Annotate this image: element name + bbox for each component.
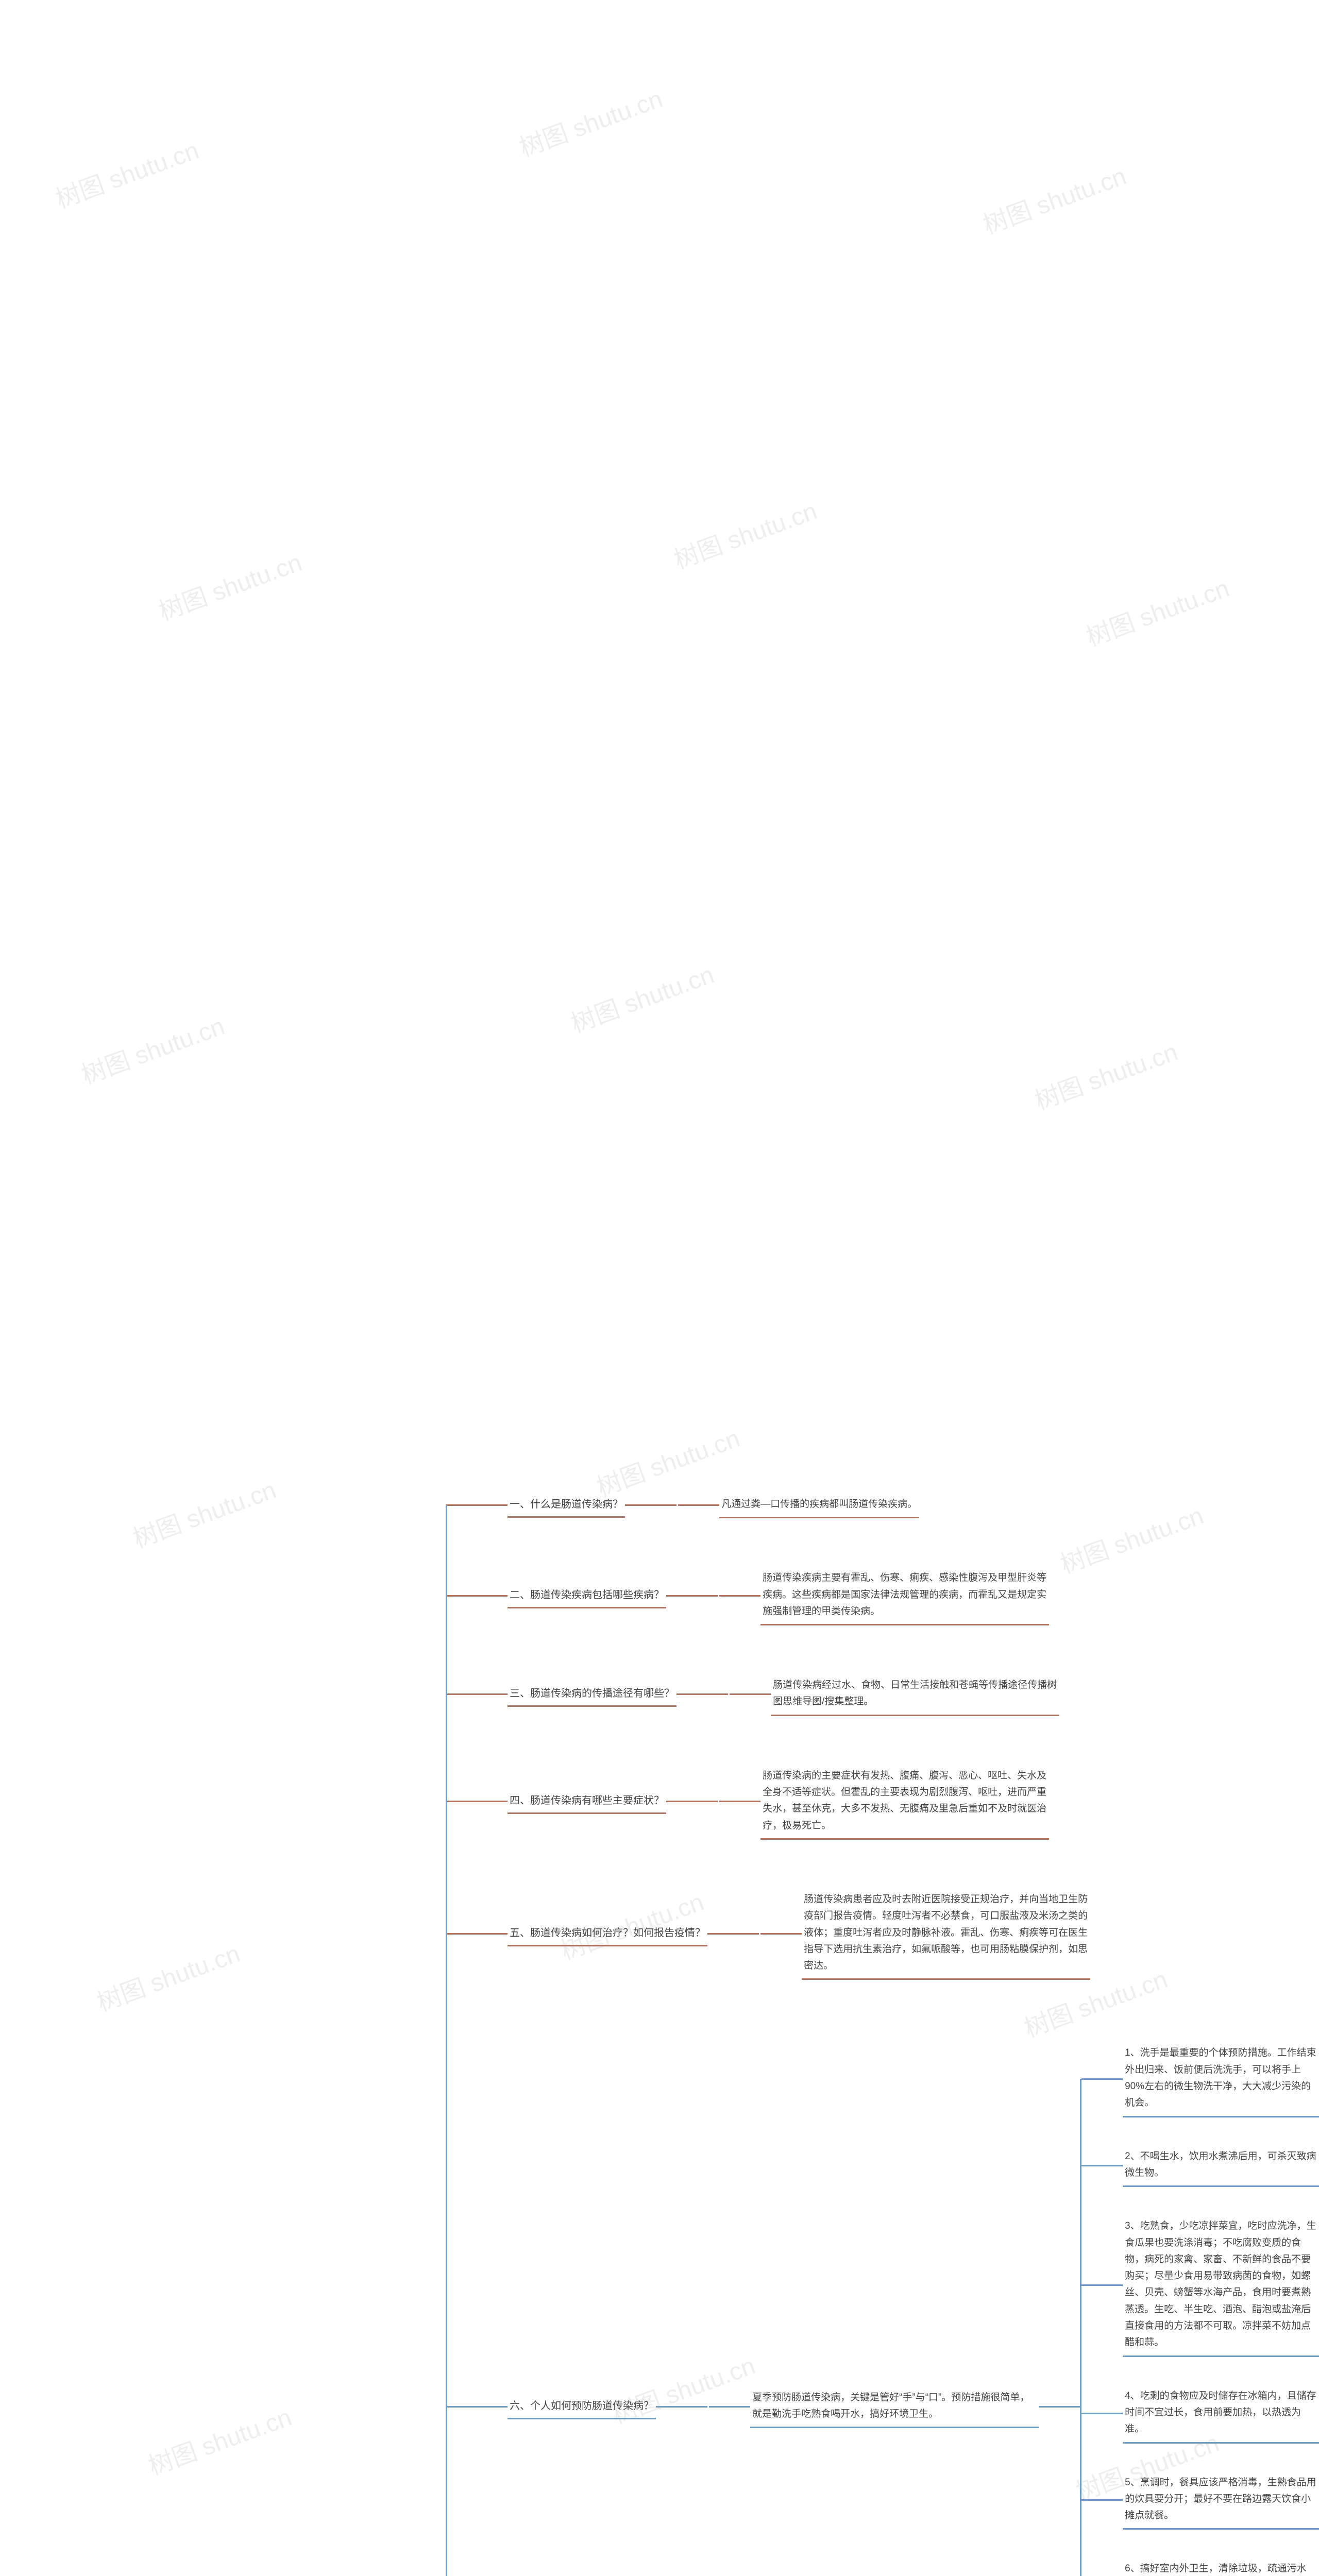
connector xyxy=(1081,2499,1123,2501)
branch-node[interactable]: 二、肠道传染疾病包括哪些疾病？ xyxy=(508,1583,666,1608)
leaf-row: 肠道传染病患者应及时去附近医院接受正规治疗，并向当地卫生防疫部门报告疫情。轻度吐… xyxy=(760,1887,1090,1980)
branch-children: 凡通过粪—口传播的疾病都叫肠道传染疾病。 xyxy=(677,1478,919,1533)
leaf-row: 肠道传染疾病主要有霍乱、伤寒、痢疾、感染性腹泻及甲型肝炎等疾病。这些疾病都是国家… xyxy=(719,1566,1049,1625)
connector xyxy=(1081,2078,1123,2080)
sub-leaf-row: 2、不喝生水，饮用水煮沸后用，可杀灭致病微生物。 xyxy=(1081,2144,1319,2188)
mindmap-root-container: 肠道传染病防治知识 肠道传染病防治知识· 一、什么是肠道传染病？凡通过粪—口传播… xyxy=(82,1468,1319,2576)
branch-children: 肠道传染病的主要症状有发热、腹痛、腹泻、恶心、呕吐、失水及全身不适等症状。但霍乱… xyxy=(718,1749,1049,1854)
watermark: 树图 shutu.cn xyxy=(514,78,667,163)
leaf-wrap: 肠道传染病的主要症状有发热、腹痛、腹泻、恶心、呕吐、失水及全身不适等症状。但霍乱… xyxy=(760,1764,1049,1840)
watermark: 树图 shutu.cn xyxy=(153,542,306,627)
watermark: 树图 shutu.cn xyxy=(1080,568,1233,653)
leaf-row: 肠道传染病经过水、食物、日常生活接触和苍蝇等传播途径传播树图思维导图/搜集整理。 xyxy=(730,1673,1059,1716)
connector xyxy=(760,1933,802,1935)
sub-leaf-node[interactable]: 4、吃剩的食物应及时储存在冰箱内，且储存时间不宜过长，食用前要加热，以热透为准。 xyxy=(1123,2384,1319,2444)
branch-node[interactable]: 四、肠道传染病有哪些主要症状？ xyxy=(508,1789,666,1814)
leaf-wrap: 肠道传染病经过水、食物、日常生活接触和苍蝇等传播途径传播树图思维导图/搜集整理。 xyxy=(771,1673,1059,1716)
sub-leaf-row: 6、搞好室内外卫生，清除垃圾，疏通污水沟，消灭苍蝇、蚊子、老鼠、蟑螂等肠道传染病… xyxy=(1081,2556,1319,2576)
branch-node[interactable]: 三、肠道传染病的传播途径有哪些？ xyxy=(508,1682,677,1707)
connector xyxy=(1081,2413,1123,2414)
sub-leaf-row: 4、吃剩的食物应及时储存在冰箱内，且储存时间不宜过长，食用前要加热，以热透为准。 xyxy=(1081,2384,1319,2444)
connector xyxy=(666,1801,718,1802)
branch-row: 四、肠道传染病有哪些主要症状？ 肠道传染病的主要症状有发热、腹痛、腹泻、恶心、呕吐… xyxy=(446,1749,1319,1854)
watermark: 树图 shutu.cn xyxy=(50,130,203,215)
leaf-row: 夏季预防肠道传染病，关键是管好“手”与“口”。预防措施很简单，就是勤洗手吃熟食喝… xyxy=(709,2027,1319,2576)
branch-row: 二、肠道传染疾病包括哪些疾病？ 肠道传染疾病主要有霍乱、伤寒、痢疾、感染性腹泻及甲… xyxy=(446,1551,1319,1640)
watermark: 树图 shutu.cn xyxy=(977,156,1130,241)
connector xyxy=(446,1504,508,1506)
branch-row: 三、肠道传染病的传播途径有哪些？ 肠道传染病经过水、食物、日常生活接触和苍蝇等传播… xyxy=(446,1658,1319,1731)
watermark: 树图 shutu.cn xyxy=(76,1006,229,1091)
leaf-wrap: 夏季预防肠道传染病，关键是管好“手”与“口”。预防措施很简单，就是勤洗手吃熟食喝… xyxy=(750,2027,1319,2576)
connector xyxy=(1039,2406,1080,2408)
connector xyxy=(677,1693,728,1695)
sub-children: 1、洗手是最重要的个体预防措施。工作结束外出归来、饭前便后洗洗手，可以将手上90… xyxy=(1080,2027,1319,2576)
main-vertical-connector xyxy=(446,1505,447,2576)
connector xyxy=(719,1595,760,1597)
leaf-row: 凡通过粪—口传播的疾病都叫肠道传染疾病。 xyxy=(678,1492,919,1518)
leaf-node[interactable]: 凡通过粪—口传播的疾病都叫肠道传染疾病。 xyxy=(719,1492,919,1518)
branch-node[interactable]: 六、个人如何预防肠道传染病？ xyxy=(508,2394,656,2419)
branch-row: 五、肠道传染病如何治疗？如何报告疫情？ 肠道传染病患者应及时去附近医院接受正规治疗… xyxy=(446,1873,1319,1994)
connector xyxy=(446,1693,508,1695)
connector xyxy=(446,1595,508,1597)
connector xyxy=(656,2406,707,2408)
leaf-node[interactable]: 肠道传染病的主要症状有发热、腹痛、腹泻、恶心、呕吐、失水及全身不适等症状。但霍乱… xyxy=(760,1764,1049,1840)
sub-leaf-row: 5、烹调时，餐具应该严格消毒，生熟食品用的炊具要分开；最好不要在路边露天饮食小摊… xyxy=(1081,2470,1319,2530)
connector xyxy=(446,1801,508,1802)
connector xyxy=(446,1933,508,1935)
branch-children: 肠道传染疾病主要有霍乱、伤寒、痢疾、感染性腹泻及甲型肝炎等疾病。这些疾病都是国家… xyxy=(718,1551,1049,1640)
connector xyxy=(678,1504,719,1506)
connector xyxy=(707,1933,759,1935)
connector xyxy=(1081,2284,1123,2286)
branch-children: 肠道传染病患者应及时去附近医院接受正规治疗，并向当地卫生防疫部门报告疫情。轻度吐… xyxy=(759,1873,1090,1994)
leaf-node[interactable]: 夏季预防肠道传染病，关键是管好“手”与“口”。预防措施很简单，就是勤洗手吃熟食喝… xyxy=(750,2385,1039,2429)
leaf-wrap: 凡通过粪—口传播的疾病都叫肠道传染疾病。 xyxy=(719,1492,919,1518)
branch-children: 夏季预防肠道传染病，关键是管好“手”与“口”。预防措施很简单，就是勤洗手吃熟食喝… xyxy=(707,2013,1319,2576)
connector xyxy=(625,1504,677,1506)
connector xyxy=(666,1595,718,1597)
leaf-node[interactable]: 肠道传染病经过水、食物、日常生活接触和苍蝇等传播途径传播树图思维导图/搜集整理。 xyxy=(771,1673,1059,1716)
sub-leaf-node[interactable]: 3、吃熟食，少吃凉拌菜宜，吃时应洗净，生食瓜果也要洗涤消毒；不吃腐败变质的食物，… xyxy=(1123,2214,1319,2357)
branches-column: 一、什么是肠道传染病？ 凡通过粪—口传播的疾病都叫肠道传染疾病。二、肠道传染疾病包… xyxy=(446,1468,1319,2576)
leaf-row: 肠道传染病的主要症状有发热、腹痛、腹泻、恶心、呕吐、失水及全身不适等症状。但霍乱… xyxy=(719,1764,1049,1840)
leaf-node[interactable]: 肠道传染疾病主要有霍乱、伤寒、痢疾、感染性腹泻及甲型肝炎等疾病。这些疾病都是国家… xyxy=(760,1566,1049,1625)
sub-leaf-node[interactable]: 1、洗手是最重要的个体预防措施。工作结束外出归来、饭前便后洗洗手，可以将手上90… xyxy=(1123,2041,1319,2117)
connector xyxy=(709,2406,750,2408)
branch-row: 一、什么是肠道传染病？ 凡通过粪—口传播的疾病都叫肠道传染疾病。 xyxy=(446,1478,1319,1533)
connector xyxy=(719,1801,760,1802)
connector xyxy=(446,2406,508,2408)
watermark: 树图 shutu.cn xyxy=(1029,1031,1182,1116)
sub-leaf-node[interactable]: 5、烹调时，餐具应该严格消毒，生熟食品用的炊具要分开；最好不要在路边露天饮食小摊… xyxy=(1123,2470,1319,2530)
connector xyxy=(1081,2165,1123,2166)
leaf-node[interactable]: 肠道传染病患者应及时去附近医院接受正规治疗，并向当地卫生防疫部门报告疫情。轻度吐… xyxy=(802,1887,1090,1980)
sub-leaf-node[interactable]: 6、搞好室内外卫生，清除垃圾，疏通污水沟，消灭苍蝇、蚊子、老鼠、蟑螂等肠道传染病… xyxy=(1123,2556,1319,2576)
branch-node[interactable]: 一、什么是肠道传染病？ xyxy=(508,1493,625,1518)
branch-node[interactable]: 五、肠道传染病如何治疗？如何报告疫情？ xyxy=(508,1921,707,1946)
watermark: 树图 shutu.cn xyxy=(565,954,718,1039)
branch-children: 肠道传染病经过水、食物、日常生活接触和苍蝇等传播途径传播树图思维导图/搜集整理。 xyxy=(728,1658,1059,1731)
watermark: 树图 shutu.cn xyxy=(668,490,821,575)
sub-leaf-node[interactable]: 2、不喝生水，饮用水煮沸后用，可杀灭致病微生物。 xyxy=(1123,2144,1319,2188)
branch-row: 六、个人如何预防肠道传染病？ 夏季预防肠道传染病，关键是管好“手”与“口”。预防措… xyxy=(446,2013,1319,2576)
connector xyxy=(730,1693,771,1695)
leaf-wrap: 肠道传染病患者应及时去附近医院接受正规治疗，并向当地卫生防疫部门报告疫情。轻度吐… xyxy=(802,1887,1090,1980)
leaf-wrap: 肠道传染疾病主要有霍乱、伤寒、痢疾、感染性腹泻及甲型肝炎等疾病。这些疾病都是国家… xyxy=(760,1566,1049,1625)
sub-leaf-row: 3、吃熟食，少吃凉拌菜宜，吃时应洗净，生食瓜果也要洗涤消毒；不吃腐败变质的食物，… xyxy=(1081,2214,1319,2357)
sub-leaf-row: 1、洗手是最重要的个体预防措施。工作结束外出归来、饭前便后洗洗手，可以将手上90… xyxy=(1081,2041,1319,2117)
